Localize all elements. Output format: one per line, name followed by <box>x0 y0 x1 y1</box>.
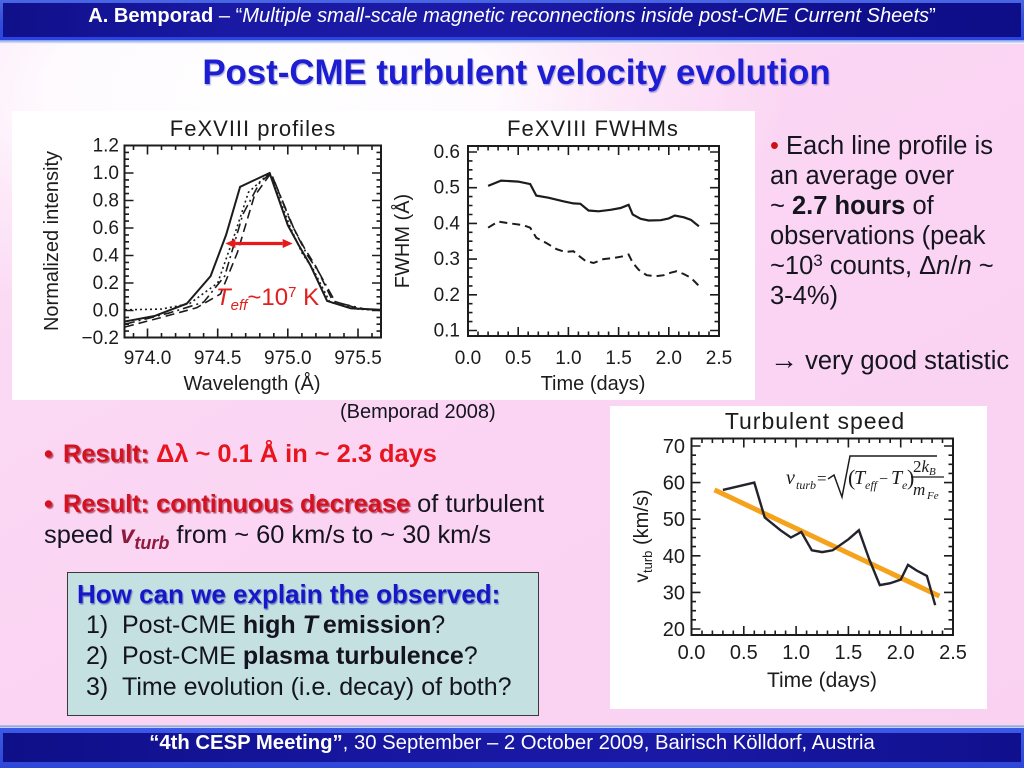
svg-text:1.0: 1.0 <box>555 348 581 369</box>
svg-text:Normalized intensity: Normalized intensity <box>41 151 63 331</box>
svg-text:40: 40 <box>663 546 685 568</box>
svg-text:975.0: 975.0 <box>264 348 312 369</box>
svg-text:2.0: 2.0 <box>887 642 915 664</box>
svg-text:Turbulent speed: Turbulent speed <box>725 408 905 434</box>
svg-text:2.5: 2.5 <box>939 642 967 664</box>
svg-text:e: e <box>902 478 908 492</box>
svg-text:0.6: 0.6 <box>434 142 460 163</box>
svg-text:1.5: 1.5 <box>605 348 631 369</box>
svg-text:eff: eff <box>865 478 879 492</box>
svg-text:0.0: 0.0 <box>678 642 706 664</box>
svg-text:): ) <box>907 465 914 490</box>
svg-text:0.1: 0.1 <box>434 321 460 342</box>
svg-text:T: T <box>854 467 867 489</box>
svg-text:50: 50 <box>663 509 685 531</box>
svg-text:974.0: 974.0 <box>124 348 172 369</box>
svg-text:−0.2: −0.2 <box>81 328 119 349</box>
svg-text:v: v <box>786 467 795 489</box>
svg-text:FeXVIII FWHMs: FeXVIII FWHMs <box>507 116 679 141</box>
svg-text:2.5: 2.5 <box>706 348 732 369</box>
svg-text:0.3: 0.3 <box>434 249 460 270</box>
svg-text:0.4: 0.4 <box>93 246 120 267</box>
svg-text:=: = <box>817 469 827 488</box>
svg-text:FWHM (Å): FWHM (Å) <box>391 194 414 288</box>
svg-text:0.5: 0.5 <box>505 348 531 369</box>
svg-text:T: T <box>891 467 904 489</box>
svg-text:1.5: 1.5 <box>834 642 862 664</box>
svg-text:(: ( <box>848 465 855 490</box>
svg-text:FeXVIII profiles: FeXVIII profiles <box>170 116 336 141</box>
svg-text:975.5: 975.5 <box>334 348 382 369</box>
svg-text:0.6: 0.6 <box>93 218 119 239</box>
svg-text:1.0: 1.0 <box>782 642 810 664</box>
svg-text:Time (days): Time (days) <box>767 669 877 692</box>
svg-text:20: 20 <box>663 619 685 641</box>
svg-text:Time (days): Time (days) <box>541 373 646 395</box>
svg-text:0.2: 0.2 <box>93 273 119 294</box>
svg-text:Teff~107 K: Teff~107 K <box>216 284 319 314</box>
svg-text:1.2: 1.2 <box>93 136 119 157</box>
svg-text:m: m <box>913 480 925 499</box>
svg-text:0.0: 0.0 <box>93 301 119 322</box>
svg-text:−: − <box>879 471 888 488</box>
svg-text:30: 30 <box>663 582 685 604</box>
svg-text:0.5: 0.5 <box>730 642 758 664</box>
svg-text:Wavelength (Å): Wavelength (Å) <box>183 372 320 395</box>
svg-text:turb: turb <box>796 478 816 492</box>
svg-text:0.2: 0.2 <box>434 285 460 306</box>
svg-text:0.8: 0.8 <box>93 191 119 212</box>
svg-text:70: 70 <box>663 436 685 458</box>
svg-text:1.0: 1.0 <box>93 163 119 184</box>
svg-text:974.5: 974.5 <box>194 348 242 369</box>
svg-text:60: 60 <box>663 473 685 495</box>
svg-text:vturb (km/s): vturb (km/s) <box>631 490 655 583</box>
svg-text:2.0: 2.0 <box>656 348 682 369</box>
svg-text:Fe: Fe <box>926 490 939 502</box>
svg-text:2kB: 2kB <box>913 457 936 478</box>
svg-text:0.0: 0.0 <box>455 348 481 369</box>
svg-text:0.5: 0.5 <box>434 178 460 199</box>
svg-text:0.4: 0.4 <box>434 213 461 234</box>
